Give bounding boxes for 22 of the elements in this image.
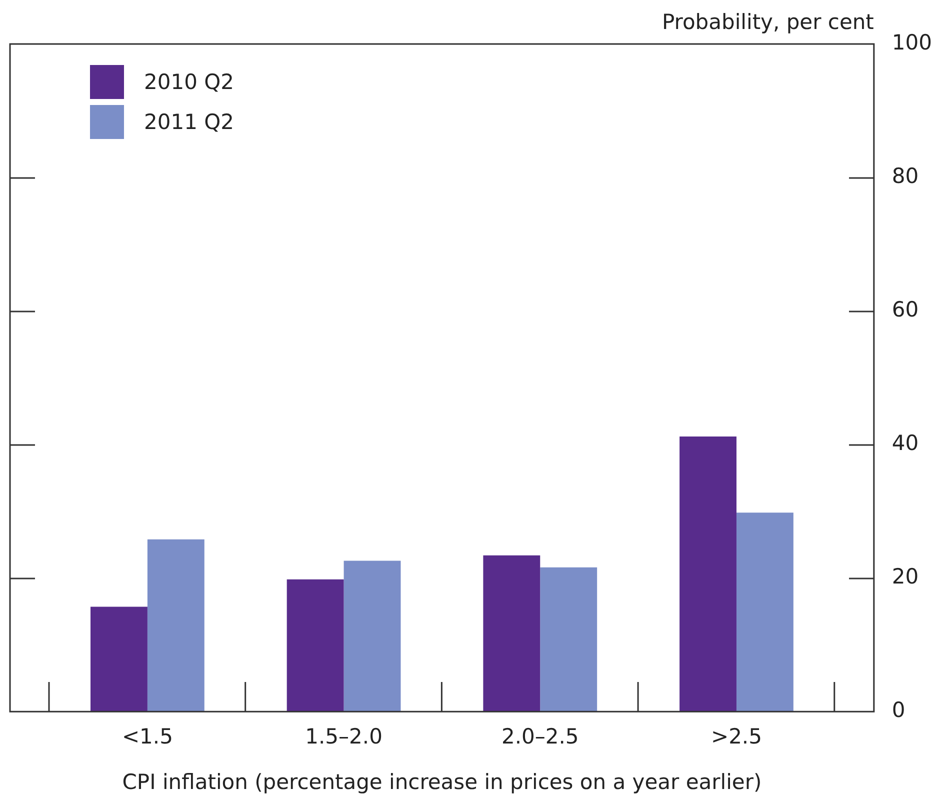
y-tick-label: 20 — [892, 564, 919, 589]
x-axis-title: CPI inflation (percentage increase in prices on a year earlier) — [122, 770, 762, 794]
y-tick-label: 40 — [892, 431, 919, 456]
y-tick-label: 100 — [892, 30, 932, 54]
bar — [736, 512, 794, 712]
y-axis-title: Probability, per cent — [662, 10, 874, 34]
bar — [147, 539, 204, 712]
x-tick-label: 1.5–2.0 — [305, 724, 382, 749]
bar — [540, 567, 598, 712]
y-tick-label: 0 — [892, 698, 906, 722]
bar — [483, 555, 540, 712]
x-tick-label: 2.0–2.5 — [501, 724, 579, 749]
x-tick-label: <1.5 — [122, 724, 173, 749]
legend-label: 2011 Q2 — [144, 110, 234, 134]
x-tick-label: >2.5 — [710, 724, 762, 749]
bar — [680, 436, 736, 712]
y-tick-label: 60 — [892, 297, 919, 322]
bar — [286, 579, 344, 712]
bar — [90, 606, 148, 712]
bar — [344, 560, 401, 712]
y-tick-label: 80 — [892, 164, 919, 188]
legend-label: 2010 Q2 — [144, 70, 234, 94]
